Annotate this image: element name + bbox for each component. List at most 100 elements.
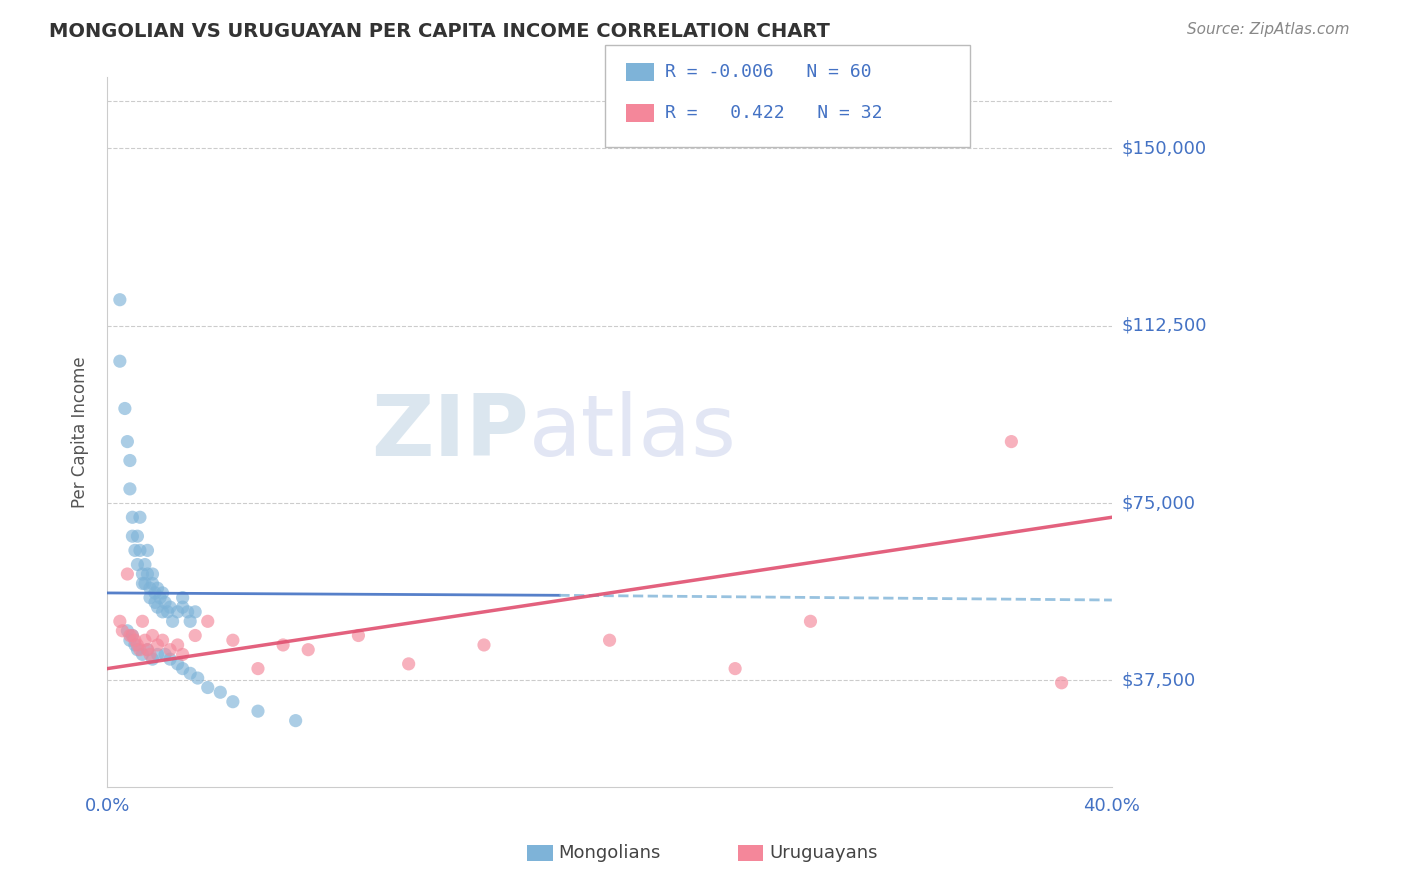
Point [156, 605, 179, 619]
Point [127, 638, 149, 652]
Point [127, 529, 149, 543]
Point [117, 567, 139, 582]
Point [184, 605, 207, 619]
Point [179, 666, 201, 681]
Point [143, 586, 166, 600]
Point [124, 633, 146, 648]
Point [162, 615, 184, 629]
Point [131, 567, 153, 582]
Point [141, 652, 163, 666]
Point [398, 657, 420, 671]
Point [134, 576, 156, 591]
Text: $37,500: $37,500 [1122, 672, 1197, 690]
Point [172, 662, 194, 676]
Point [124, 638, 146, 652]
Point [297, 642, 319, 657]
Point [129, 642, 152, 657]
Text: R = -0.006   N = 60: R = -0.006 N = 60 [665, 63, 872, 81]
Point [121, 628, 143, 642]
Point [118, 482, 141, 496]
Point [146, 600, 169, 615]
Point [136, 543, 159, 558]
Text: MONGOLIAN VS URUGUAYAN PER CAPITA INCOME CORRELATION CHART: MONGOLIAN VS URUGUAYAN PER CAPITA INCOME… [49, 22, 830, 41]
Text: $75,000: $75,000 [1122, 494, 1197, 512]
Point [187, 671, 209, 685]
Point [347, 628, 370, 642]
Point [246, 704, 269, 718]
Point [472, 638, 495, 652]
Point [121, 628, 143, 642]
Point [172, 591, 194, 605]
Point [166, 605, 188, 619]
Point [149, 591, 172, 605]
Point [139, 581, 162, 595]
Point [184, 628, 207, 642]
Point [141, 576, 163, 591]
Point [136, 642, 159, 657]
Point [724, 662, 747, 676]
Text: Mongolians: Mongolians [558, 844, 661, 862]
Point [131, 576, 153, 591]
Point [129, 510, 152, 524]
Text: ZIP: ZIP [371, 391, 529, 474]
Point [246, 662, 269, 676]
Point [136, 567, 159, 582]
Point [139, 648, 162, 662]
Point [153, 648, 176, 662]
Text: Uruguayans: Uruguayans [769, 844, 877, 862]
Point [111, 624, 134, 638]
Point [129, 543, 152, 558]
Point [141, 567, 163, 582]
Point [166, 657, 188, 671]
Point [108, 615, 131, 629]
Point [172, 648, 194, 662]
Point [141, 628, 163, 642]
Point [127, 642, 149, 657]
Point [159, 600, 181, 615]
Point [131, 615, 153, 629]
Point [271, 638, 294, 652]
Point [209, 685, 232, 699]
Point [108, 293, 131, 307]
Point [136, 642, 159, 657]
Point [127, 558, 149, 572]
Point [222, 695, 245, 709]
Point [124, 543, 146, 558]
Point [131, 648, 153, 662]
Point [153, 595, 176, 609]
Point [1000, 434, 1022, 449]
Point [179, 615, 201, 629]
Point [146, 648, 169, 662]
Point [118, 628, 141, 642]
Point [118, 453, 141, 467]
Point [166, 638, 188, 652]
Point [108, 354, 131, 368]
Point [1050, 675, 1073, 690]
Point [117, 434, 139, 449]
Point [118, 633, 141, 648]
Point [146, 638, 169, 652]
Text: atlas: atlas [529, 391, 737, 474]
Point [197, 615, 219, 629]
Point [139, 591, 162, 605]
Point [121, 510, 143, 524]
Point [152, 605, 174, 619]
Point [172, 600, 194, 615]
Point [159, 652, 181, 666]
Point [197, 681, 219, 695]
Point [799, 615, 821, 629]
Point [152, 586, 174, 600]
Point [599, 633, 621, 648]
Point [159, 642, 181, 657]
Point [176, 605, 198, 619]
Text: $112,500: $112,500 [1122, 317, 1208, 334]
Text: Source: ZipAtlas.com: Source: ZipAtlas.com [1187, 22, 1350, 37]
Point [284, 714, 307, 728]
Point [222, 633, 245, 648]
Point [152, 633, 174, 648]
Point [121, 529, 143, 543]
Text: $150,000: $150,000 [1122, 139, 1206, 157]
Point [114, 401, 136, 416]
Y-axis label: Per Capita Income: Per Capita Income [72, 356, 89, 508]
Text: R =   0.422   N = 32: R = 0.422 N = 32 [665, 104, 883, 122]
